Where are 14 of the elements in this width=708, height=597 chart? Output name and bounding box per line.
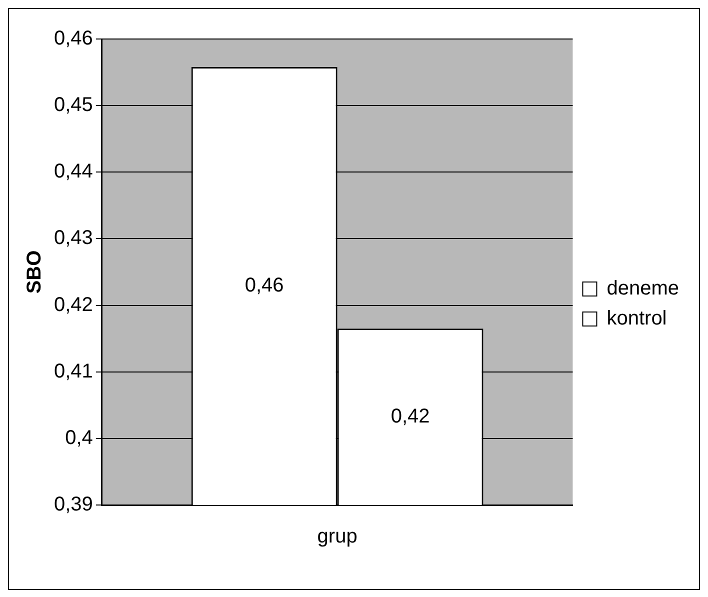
y-axis-title: SBO [24, 250, 46, 294]
y-tick-label: 0,45 [54, 94, 93, 116]
y-tick-label: 0,44 [54, 160, 93, 183]
y-tick-label: 0,46 [54, 28, 93, 50]
x-tick-label: grup [317, 526, 358, 548]
y-tick-label: 0,4 [65, 426, 93, 449]
y-tick-label: 0,41 [54, 360, 93, 382]
y-tick-label: 0,42 [54, 294, 93, 316]
legend-label: deneme [606, 278, 680, 300]
legend-label: kontrol [606, 308, 667, 330]
y-tick-label: 0,39 [54, 494, 93, 516]
data-label: 0,42 [390, 405, 430, 428]
data-label: 0,46 [244, 274, 284, 296]
y-tick-label: 0,43 [54, 227, 93, 250]
